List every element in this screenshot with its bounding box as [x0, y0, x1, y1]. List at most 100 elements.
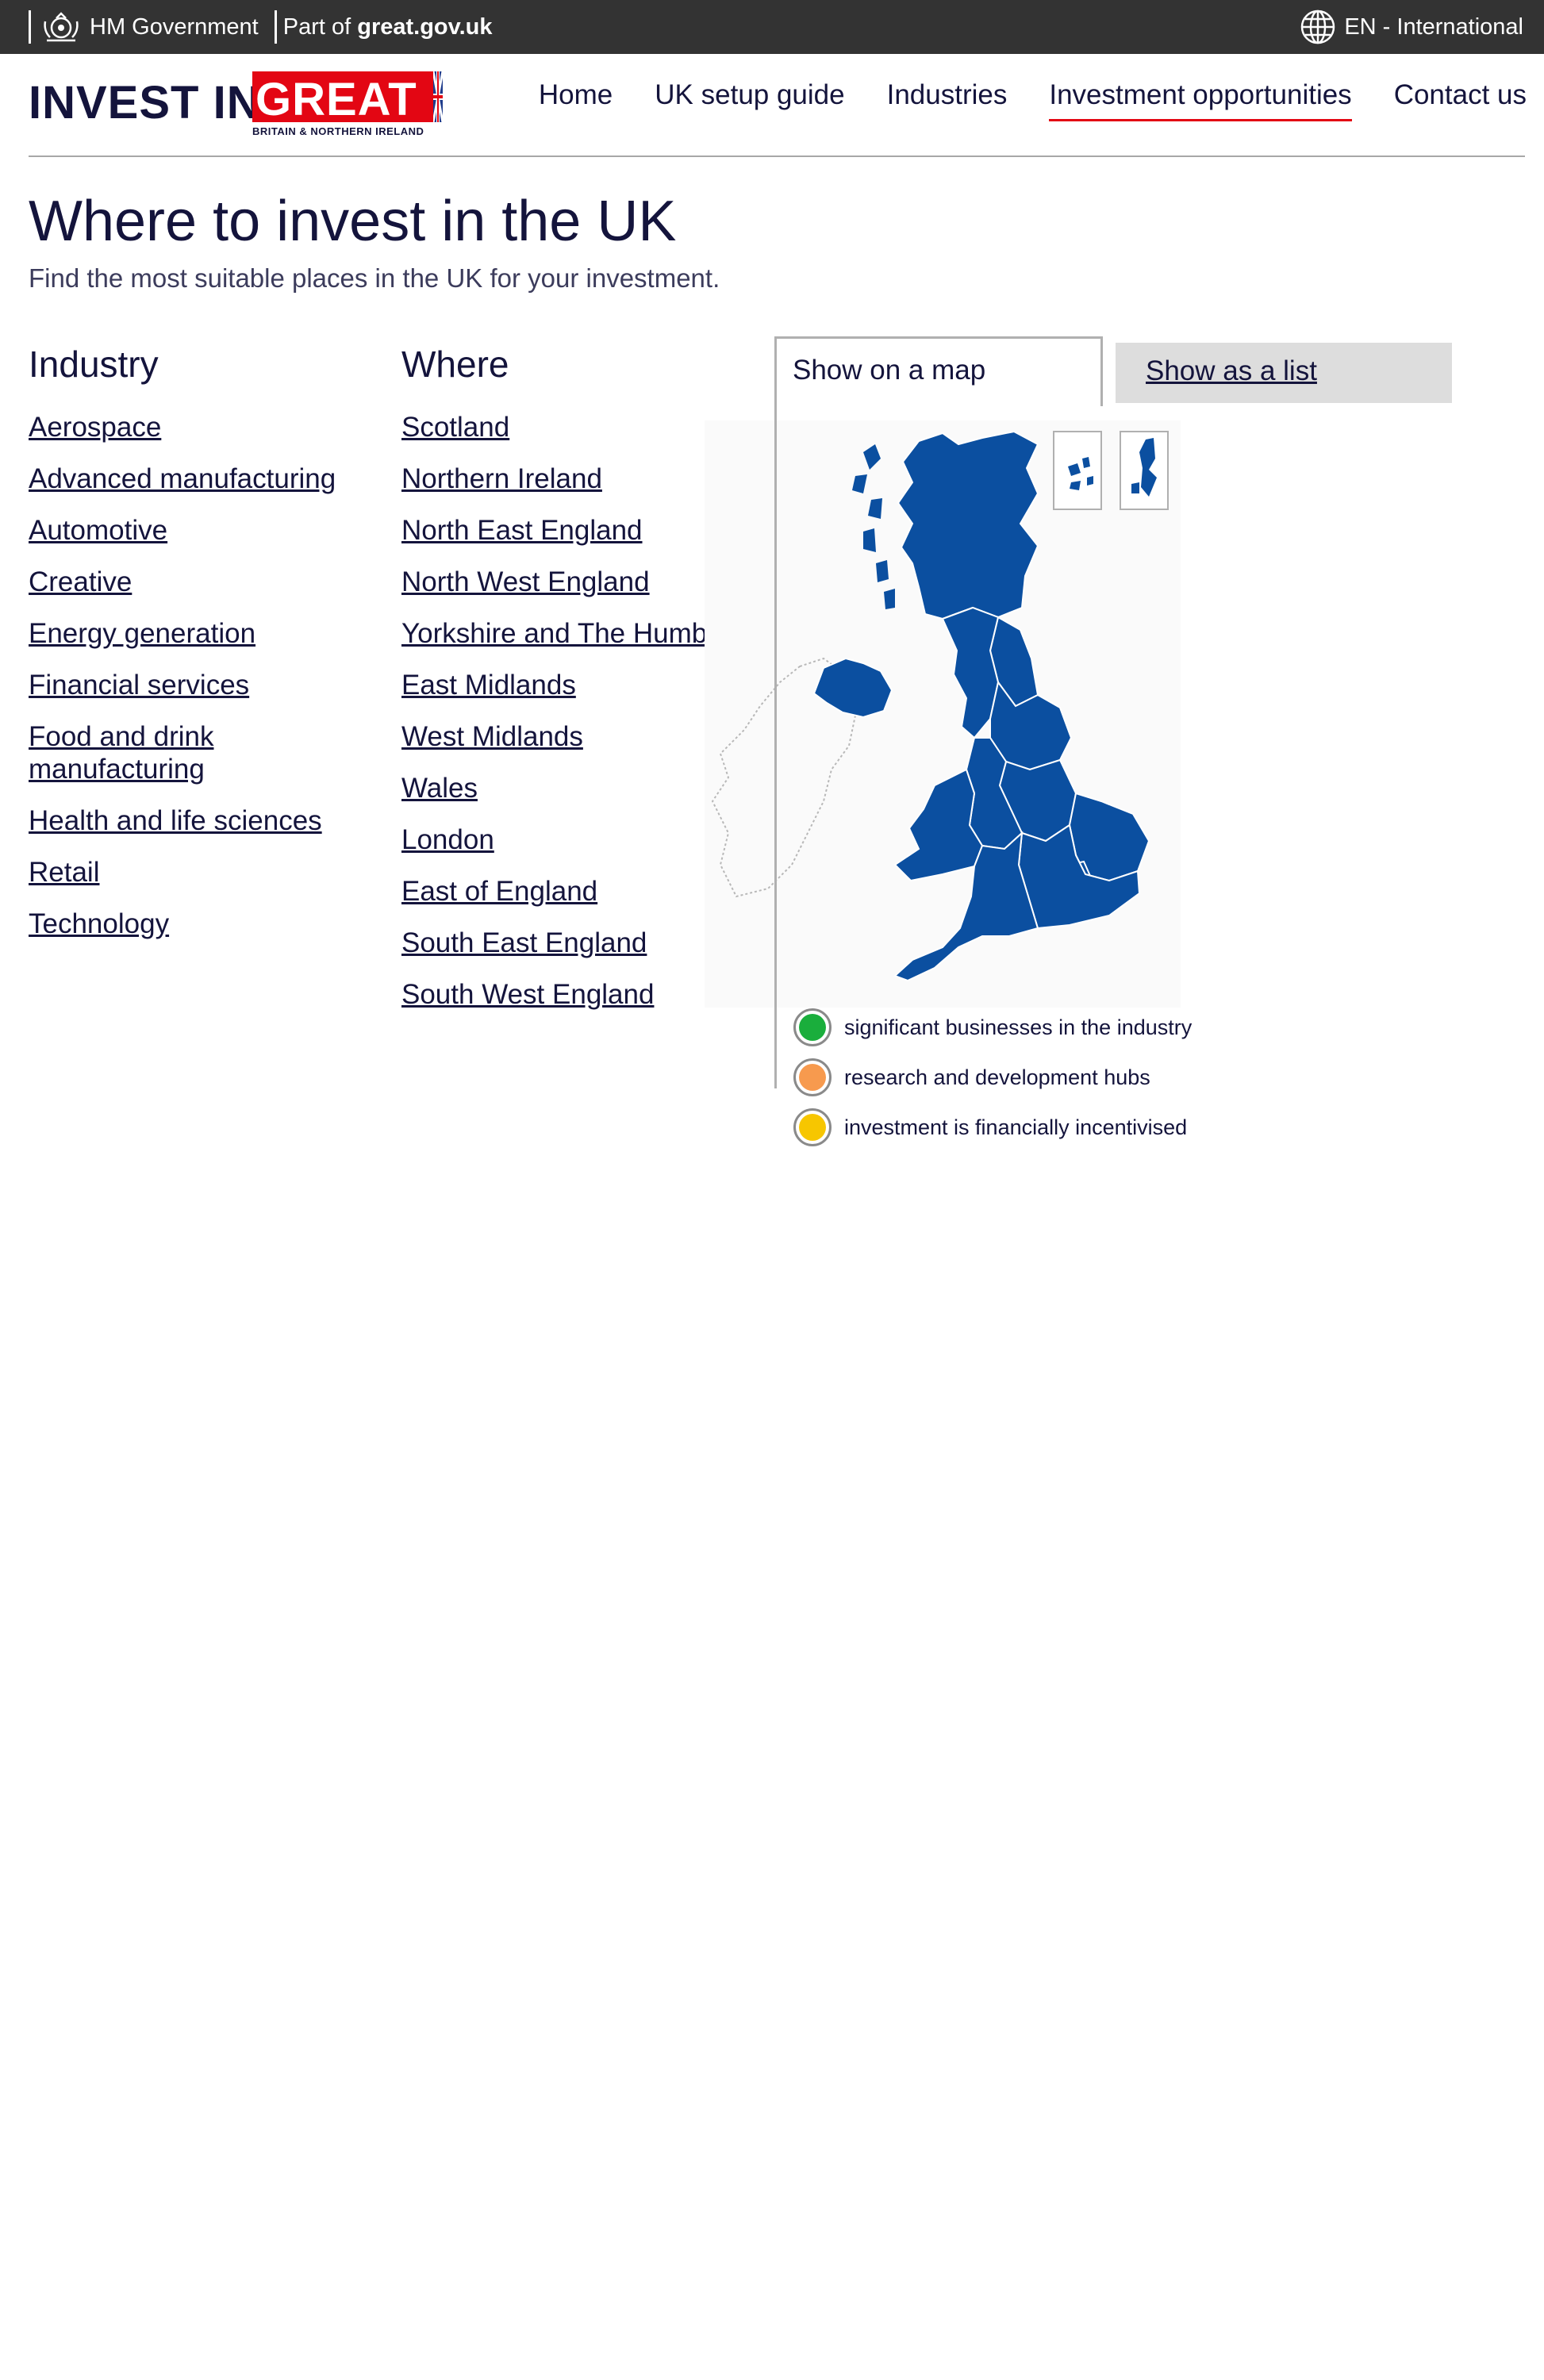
list-item: London	[401, 823, 743, 856]
region-link-london[interactable]: London	[401, 824, 494, 855]
map-legend: significant businesses in the industry r…	[793, 1008, 1192, 1157]
list-item: East of England	[401, 875, 743, 908]
divider	[274, 10, 277, 44]
industry-link-advanced-manufacturing[interactable]: Advanced manufacturing	[29, 463, 336, 494]
divider	[29, 10, 31, 44]
part-of-site-link[interactable]: great.gov.uk	[357, 13, 493, 40]
map-region-scotland[interactable]	[897, 430, 1039, 620]
logo-great-box	[252, 71, 433, 122]
nav-home[interactable]: Home	[538, 79, 613, 110]
legend-orange-dot-icon	[793, 1058, 832, 1096]
industry-link-creative[interactable]: Creative	[29, 566, 133, 597]
map-region-wales[interactable]	[893, 768, 984, 882]
list-item: North East England	[401, 514, 743, 547]
map-region-scotland-islands[interactable]	[852, 444, 895, 609]
industry-heading: Industry	[29, 344, 159, 385]
language-label: EN - International	[1344, 13, 1523, 40]
industry-link-automotive[interactable]: Automotive	[29, 515, 168, 546]
region-link-wales[interactable]: Wales	[401, 773, 478, 804]
list-item: East Midlands	[401, 669, 743, 701]
list-item: Financial services	[29, 669, 362, 701]
header-divider	[29, 155, 1525, 157]
site-header: INVEST IN GREAT BRITAIN & NORTHERN IRELA…	[0, 54, 1544, 157]
where-list: Scotland Northern Ireland North East Eng…	[401, 411, 743, 1030]
list-item: Wales	[401, 772, 743, 804]
list-item: Retail	[29, 856, 362, 889]
industry-link-food-and-drink[interactable]: Food and drink manufacturing	[29, 721, 214, 785]
tab-show-on-map[interactable]: Show on a map	[774, 336, 1103, 406]
language-selector[interactable]: EN - International	[1300, 10, 1523, 44]
logo-tagline: BRITAIN & NORTHERN IRELAND	[252, 125, 424, 137]
list-item: Automotive	[29, 514, 362, 547]
map-region-south-west-england[interactable]	[893, 831, 1039, 982]
industry-link-financial-services[interactable]: Financial services	[29, 670, 250, 701]
uk-regions-map	[705, 420, 1181, 1008]
list-item: Food and drink manufacturing	[29, 720, 362, 785]
legend-label: significant businesses in the industry	[844, 1015, 1193, 1039]
legend-item: research and development hubs	[793, 1058, 1192, 1097]
page-title: Where to invest in the UK	[29, 190, 677, 253]
region-link-east-midlands[interactable]: East Midlands	[401, 670, 576, 701]
ireland-outline	[711, 657, 857, 898]
industry-link-technology[interactable]: Technology	[29, 908, 170, 939]
industry-list: Aerospace Advanced manufacturing Automot…	[29, 411, 362, 959]
gov-branding: HM Government Part of great.gov.uk	[29, 10, 493, 44]
list-item: Northern Ireland	[401, 463, 743, 495]
region-link-scotland[interactable]: Scotland	[401, 412, 510, 443]
part-of-label[interactable]: Part of great.gov.uk	[283, 14, 493, 40]
industry-link-health-and-life-sciences[interactable]: Health and life sciences	[29, 805, 322, 836]
region-link-south-east-england[interactable]: South East England	[401, 927, 647, 958]
where-heading: Where	[401, 344, 509, 385]
industry-link-aerospace[interactable]: Aerospace	[29, 412, 162, 443]
tab-show-as-list[interactable]: Show as a list	[1116, 343, 1452, 403]
region-link-yorkshire-and-the-humber[interactable]: Yorkshire and The Humber	[401, 618, 732, 649]
union-flag-icon	[433, 71, 443, 122]
map-region-orkney-islands[interactable]	[1068, 457, 1093, 490]
globe-icon	[1301, 10, 1335, 44]
main-navigation: Home UK setup guide Industries Investmen…	[539, 79, 1527, 121]
list-item: Creative	[29, 566, 362, 598]
list-item: West Midlands	[401, 720, 743, 753]
legend-label: investment is financially incentivised	[844, 1115, 1188, 1139]
region-link-east-of-england[interactable]: East of England	[401, 876, 598, 907]
map-region-northern-ireland[interactable]	[812, 657, 893, 719]
government-bar: HM Government Part of great.gov.uk EN - …	[0, 0, 1544, 54]
list-item: Energy generation	[29, 617, 362, 650]
page-subtitle: Find the most suitable places in the UK …	[29, 263, 720, 293]
region-link-northern-ireland[interactable]: Northern Ireland	[401, 463, 602, 494]
logo-great-text: GREAT	[255, 74, 417, 125]
part-of-prefix: Part of	[282, 13, 351, 40]
list-item: South West England	[401, 978, 743, 1011]
royal-crest-icon	[44, 12, 79, 42]
list-item: North West England	[401, 566, 743, 598]
map-panel-border	[774, 405, 777, 1088]
list-item: Health and life sciences	[29, 804, 362, 837]
nav-industries[interactable]: Industries	[886, 79, 1008, 110]
industry-link-retail[interactable]: Retail	[29, 857, 100, 888]
list-item: Yorkshire and The Humber	[401, 617, 743, 650]
logo-invest-in-text: INVEST IN	[29, 77, 261, 129]
nav-uk-setup-guide[interactable]: UK setup guide	[655, 79, 845, 110]
legend-green-dot-icon	[793, 1008, 832, 1046]
region-link-north-east-england[interactable]: North East England	[401, 515, 643, 546]
map-region-shetland-islands[interactable]	[1131, 438, 1157, 497]
list-item: Advanced manufacturing	[29, 463, 362, 495]
list-item: Scotland	[401, 411, 743, 443]
legend-item: significant businesses in the industry	[793, 1008, 1192, 1047]
list-item: South East England	[401, 927, 743, 959]
industry-link-energy-generation[interactable]: Energy generation	[29, 618, 256, 649]
region-link-north-west-england[interactable]: North West England	[401, 566, 650, 597]
nav-investment-opportunities[interactable]: Investment opportunities	[1049, 79, 1352, 121]
map-region-north-west-england[interactable]	[941, 606, 1000, 739]
legend-yellow-dot-icon	[793, 1108, 832, 1146]
list-item: Technology	[29, 908, 362, 940]
region-link-west-midlands[interactable]: West Midlands	[401, 721, 583, 752]
region-link-south-west-england[interactable]: South West England	[401, 979, 655, 1010]
list-item: Aerospace	[29, 411, 362, 443]
invest-in-great-logo[interactable]: INVEST IN GREAT BRITAIN & NORTHERN IRELA…	[29, 71, 443, 144]
legend-label: research and development hubs	[844, 1065, 1150, 1089]
nav-contact-us[interactable]: Contact us	[1393, 79, 1527, 110]
uk-map-svg	[705, 420, 1181, 1008]
legend-item: investment is financially incentivised	[793, 1107, 1192, 1147]
hm-government-label: HM Government	[90, 13, 259, 40]
